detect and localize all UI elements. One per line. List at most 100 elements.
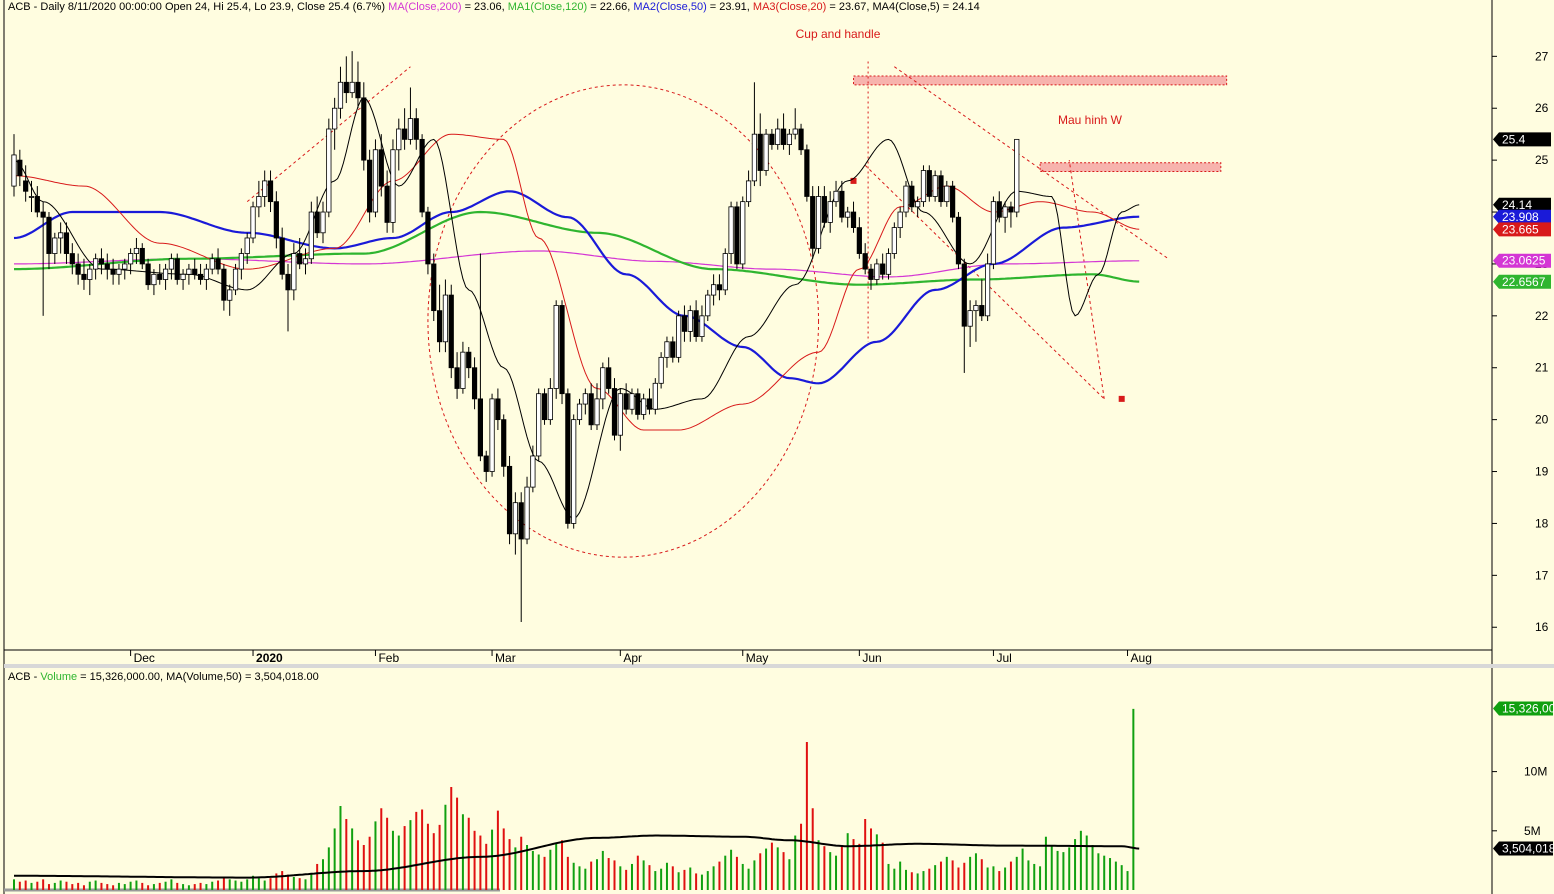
candle-down — [343, 81, 349, 94]
volume-header-values: = 15,326,000.00, MA(Volume,50) = 3,504,0… — [80, 671, 319, 683]
candle-up — [792, 128, 798, 135]
candle-down — [483, 455, 489, 472]
header-ma50-value: = 23.91, — [710, 1, 753, 13]
candle-up — [122, 263, 128, 270]
candle-up — [845, 211, 851, 218]
candle-up — [28, 196, 35, 198]
candle-up — [52, 237, 58, 254]
candle-down — [559, 305, 565, 395]
candle-down — [297, 253, 303, 265]
candle-up — [728, 206, 734, 254]
candle-down — [506, 465, 513, 535]
candle-down — [436, 310, 443, 343]
candle-down — [314, 211, 320, 234]
price-tick-label: 16 — [1535, 620, 1549, 634]
candle-up — [524, 486, 530, 540]
resistance-zone — [853, 75, 1228, 86]
volume-header-symbol: ACB - — [8, 671, 40, 683]
candle-down — [856, 227, 862, 254]
candle-up — [227, 289, 233, 301]
candle-up — [815, 196, 822, 249]
candle-up — [372, 149, 379, 213]
price-tick-label: 18 — [1535, 516, 1549, 530]
candle-up — [973, 305, 979, 312]
candle-up — [133, 247, 140, 254]
candle-down — [611, 388, 618, 436]
candle-up — [337, 81, 344, 109]
price-tag-text: 23.665 — [1502, 222, 1539, 236]
candle-up — [920, 170, 927, 203]
price-tag-box — [1493, 209, 1551, 224]
candle-down — [110, 268, 116, 275]
candle-up — [11, 154, 17, 187]
w-pattern-label: Mau hinh W — [1058, 113, 1123, 127]
volume-tag-box — [1493, 701, 1553, 716]
candle-up — [547, 388, 553, 421]
candle-down — [757, 133, 763, 171]
candle-up — [308, 211, 314, 260]
candle-up — [302, 258, 309, 265]
month-label: Mar — [495, 651, 516, 665]
candle-down — [63, 232, 70, 254]
candle-up — [87, 268, 93, 280]
candle-down — [75, 263, 81, 275]
pattern-marker — [850, 177, 857, 184]
price-tick-label: 21 — [1535, 361, 1549, 375]
volume-tag: 15,326,00 — [1493, 701, 1554, 716]
volume-tag-box — [1493, 841, 1553, 856]
pane-splitter[interactable] — [4, 664, 1554, 668]
candle-down — [868, 268, 874, 280]
candle-up — [711, 284, 717, 296]
candle-up — [203, 268, 209, 280]
candle-up — [320, 211, 326, 234]
candle-up — [256, 196, 262, 208]
candle-down — [769, 133, 775, 145]
candle-down — [926, 170, 932, 197]
candle-down — [821, 196, 827, 223]
candle-up — [186, 268, 192, 275]
month-label: Dec — [134, 651, 155, 665]
candle-down — [565, 393, 571, 524]
candle-down — [17, 159, 23, 177]
candle-up — [827, 201, 833, 223]
volume-tick-label: 5M — [1524, 824, 1541, 838]
candle-up — [489, 398, 495, 472]
cup-ellipse — [427, 84, 820, 558]
handle-line — [246, 66, 411, 203]
price-tag-text: 23.908 — [1502, 210, 1539, 224]
header-ma20-label: MA3(Close,20) — [753, 1, 826, 13]
month-label: Aug — [1131, 651, 1152, 665]
candle-down — [23, 180, 29, 192]
candle-up — [151, 273, 157, 286]
candle-down — [267, 180, 274, 203]
candle-up — [903, 185, 909, 213]
candle-down — [361, 97, 367, 161]
candle-up — [326, 128, 332, 213]
candle-down — [588, 393, 594, 426]
price-tag: 25.4 — [1493, 132, 1551, 147]
candle-up — [553, 305, 559, 389]
price-tag: 22.6567 — [1493, 274, 1551, 289]
candle-up — [641, 398, 647, 415]
candle-up — [617, 393, 623, 436]
candle-down — [716, 284, 723, 291]
time-axis: Dec 2020 Feb Mar Apr May Jun Jul Aug — [130, 650, 1152, 665]
volume-tag-text: 3,504,018 — [1502, 842, 1554, 856]
candle-down — [157, 273, 163, 280]
candle-up — [571, 419, 577, 524]
candle-up — [168, 258, 175, 270]
candle-up — [763, 133, 769, 171]
price-tag-box — [1493, 222, 1551, 237]
price-tag: 23.908 — [1493, 209, 1551, 224]
volume-tag: 3,504,018 — [1493, 841, 1554, 856]
header-ma50-label: MA2(Close,50) — [633, 1, 706, 13]
candle-down — [541, 393, 548, 421]
candle-up — [874, 263, 880, 280]
candle-down — [606, 367, 612, 389]
candle-down — [518, 502, 524, 540]
candle-down — [273, 201, 279, 239]
trend-line — [894, 66, 1169, 260]
candle-up — [699, 315, 705, 337]
price-tick-label: 26 — [1535, 101, 1549, 115]
